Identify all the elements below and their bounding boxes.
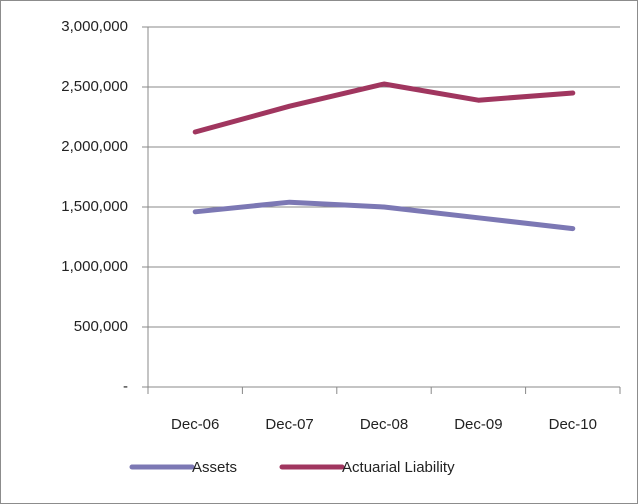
- x-tick-label: Dec-08: [360, 416, 408, 433]
- x-tick-label: Dec-07: [265, 416, 313, 433]
- y-tick-label: 1,000,000: [61, 258, 128, 275]
- y-tick-label: 2,000,000: [61, 138, 128, 155]
- series-line: [192, 81, 576, 135]
- x-tick-label: Dec-10: [549, 416, 597, 433]
- legend-label: Assets: [192, 459, 237, 476]
- y-tick-label: -: [123, 378, 128, 395]
- x-tick-label: Dec-06: [171, 416, 219, 433]
- series-line: [192, 199, 576, 232]
- x-tick-label: Dec-09: [454, 416, 502, 433]
- y-tick-label: 3,000,000: [61, 18, 128, 35]
- y-tick-label: 2,500,000: [61, 78, 128, 95]
- legend-label: Actuarial Liability: [342, 459, 455, 476]
- y-tick-label: 1,500,000: [61, 198, 128, 215]
- y-tick-label: 500,000: [74, 318, 128, 335]
